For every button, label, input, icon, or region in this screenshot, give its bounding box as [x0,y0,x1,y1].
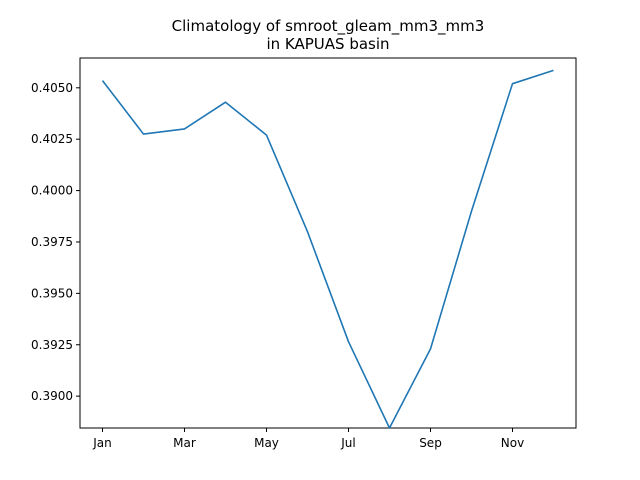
x-tick-label: Jul [340,436,355,450]
chart-subtitle: in KAPUAS basin [266,35,389,53]
y-tick-label: 0.4050 [31,81,73,95]
y-tick-label: 0.4000 [31,184,73,198]
x-tick-label: Nov [501,436,524,450]
y-tick-label: 0.3925 [31,338,73,352]
x-axis: Jan Mar May Jul Sep Nov [92,428,524,450]
chart-title: Climatology of smroot_gleam_mm3_mm3 [172,17,485,36]
y-tick-label: 0.3950 [31,286,73,300]
y-tick-label: 0.4025 [31,132,73,146]
series-line [101,69,554,429]
x-tick-label: Mar [173,436,196,450]
y-axis: 0.3900 0.3925 0.3950 0.3975 0.4000 0.4025 0.40… [31,81,80,403]
x-tick-label: Jan [92,436,112,450]
y-tick-label: 0.3975 [31,235,73,249]
x-tick-label: May [254,436,279,450]
x-tick-label: Sep [419,436,442,450]
plot-frame [79,57,577,429]
y-tick-label: 0.3900 [31,389,73,403]
